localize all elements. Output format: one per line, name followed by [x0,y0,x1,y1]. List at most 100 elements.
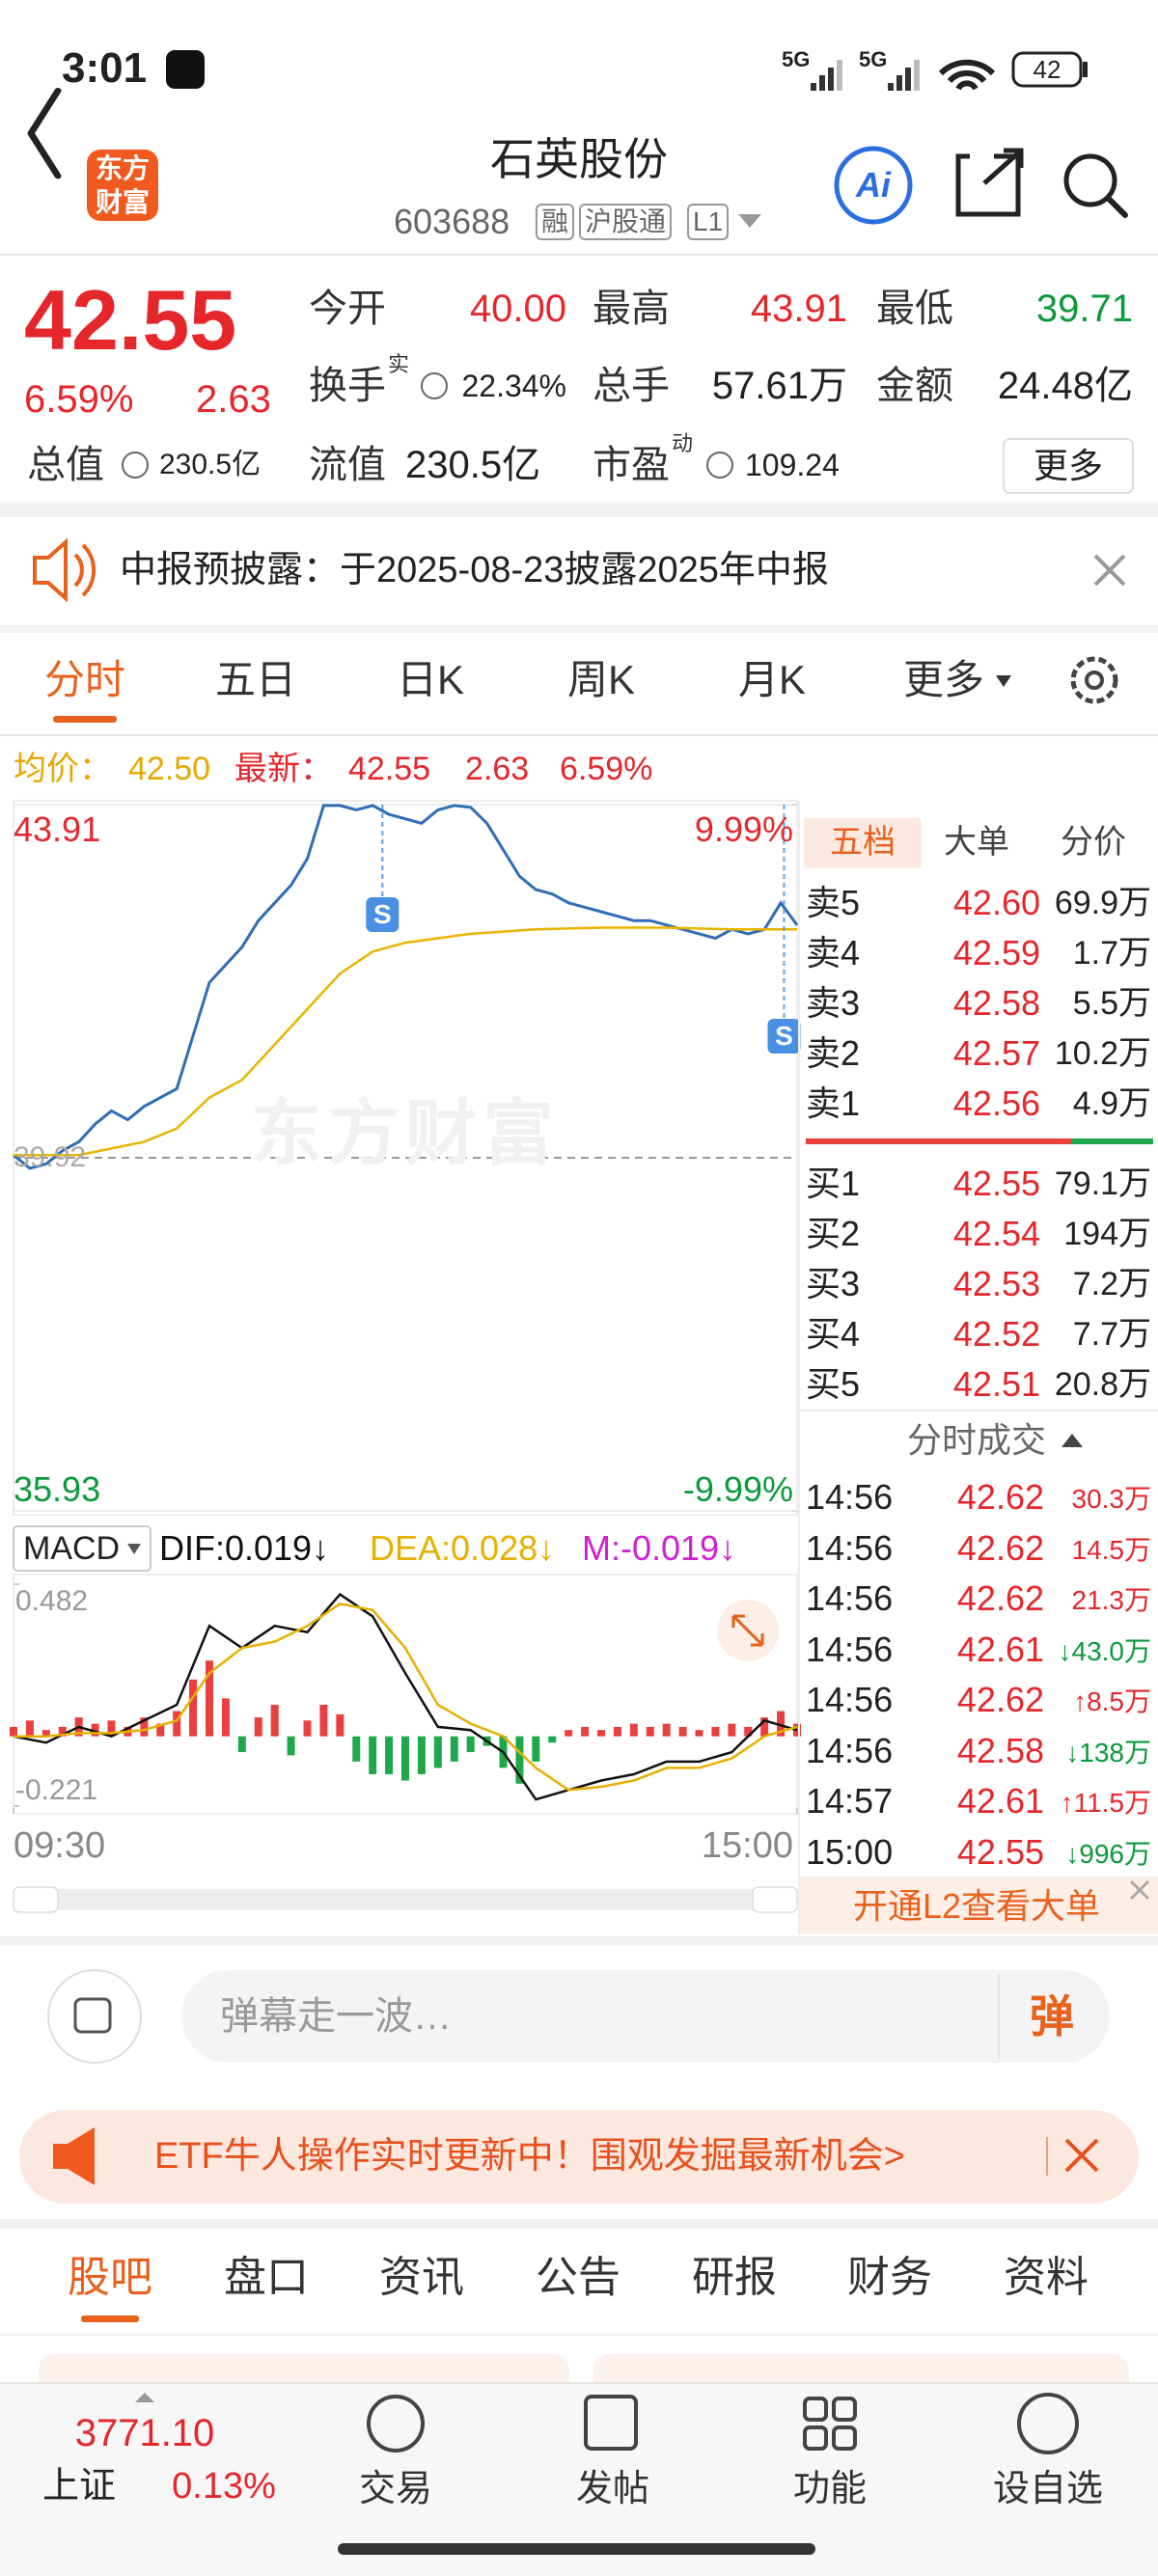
close-banner[interactable] [1129,1879,1150,1901]
macd-bar [760,1717,769,1737]
badge-dropdown[interactable] [738,214,761,228]
chart-info: 42.50 [128,751,211,787]
signal-bar [896,75,902,91]
content-tab[interactable]: 财务 [847,2254,932,2301]
field-sup: 动 [672,431,694,455]
chart-tab[interactable]: 更多 [902,657,985,702]
close-promo[interactable] [1064,2138,1099,2173]
content-tab[interactable]: 盘口 [224,2254,309,2301]
book-volume: 7.2万 [1072,1266,1151,1302]
macd-bar [25,1720,34,1737]
promo-banner[interactable] [19,2110,1139,2204]
macd-bar [728,1723,736,1737]
book-label: 卖4 [806,933,861,973]
macd-tick-label: 0.482 [15,1585,89,1617]
share-button[interactable] [955,148,1024,217]
book-tab[interactable]: 分价 [1061,824,1126,861]
index-name[interactable]: 上证 [41,2466,117,2507]
book-volume: 7.7万 [1072,1316,1151,1353]
macd-selector[interactable] [13,1525,152,1572]
chart-tab[interactable]: 分时 [43,657,126,702]
scrollbar[interactable] [14,1889,797,1910]
back-button[interactable] [27,88,62,179]
nav-label[interactable]: 功能 [792,2469,868,2509]
chart-info: 42.55 [348,751,431,787]
danmaku-button[interactable]: 弹 [1030,1991,1074,2042]
macd-bar [237,1736,246,1753]
l2-banner-text[interactable]: 开通L2查看大单 [852,1886,1101,1926]
book-price: 42.59 [952,933,1040,973]
book-label: 卖1 [806,1083,861,1123]
battery-tip [1083,62,1088,77]
macd-bar [189,1679,198,1737]
comment-glyph [73,1997,112,2034]
book-price: 42.52 [952,1314,1040,1354]
trade-marker [767,1019,801,1054]
chart-tab[interactable]: 日K [396,657,465,702]
content-tab[interactable]: 资讯 [379,2254,464,2301]
index-value[interactable]: 3771.10 [74,2412,215,2454]
field-label: 总手 [593,365,670,407]
comment-placeholder[interactable]: 弹幕走一波… [220,1995,452,2038]
y2-tick-label: -9.99% [682,1469,793,1509]
comment-icon[interactable] [47,1969,142,2064]
book-volume: 20.8万 [1054,1366,1151,1403]
nav-label[interactable]: 交易 [358,2469,433,2509]
signal-bar [811,83,816,91]
chart-tab[interactable]: 周K [566,657,636,702]
wifi-icon [938,59,996,91]
scroll-handle[interactable] [752,1886,798,1913]
tab-active-bg [804,818,922,868]
ai-button[interactable] [834,146,913,225]
trade-price: 42.62 [956,1527,1044,1568]
promo-text[interactable]: ETF牛人操作实时更新中！围观发掘最新机会> [154,2136,905,2177]
book-label: 卖2 [806,1033,861,1073]
trade-volume: ↓43.0万 [1058,1635,1152,1666]
separator [0,2219,1158,2229]
macd-indicator: DEA:0.028↓ [370,1528,556,1568]
trade-marker [366,897,400,932]
book-price: 42.56 [952,1083,1040,1123]
nav-label[interactable]: 设自选 [992,2469,1104,2509]
scroll-handle[interactable] [13,1886,59,1913]
settings-button[interactable] [1070,656,1118,704]
macd-title[interactable]: MACD [23,1530,121,1567]
index-change[interactable]: 0.13% [172,2466,276,2507]
marker-label: S [372,899,392,929]
field-label: 换手 [309,365,386,407]
content-tab[interactable]: 资料 [1004,2254,1089,2301]
dea-line [14,1602,798,1792]
book-tab[interactable]: 五档 [830,824,896,861]
macd-bar [515,1736,524,1784]
stock-name: 石英股份 [490,134,668,184]
close-notice[interactable] [1093,554,1126,587]
search-handle [1106,196,1128,218]
chart-tab[interactable]: 月K [737,657,807,702]
search-button[interactable] [1063,153,1117,207]
l2-banner[interactable] [800,1877,1158,1934]
macd-bar [433,1736,442,1768]
macd-indicator: M:-0.019↓ [582,1528,737,1568]
chart-info: 6.59% [560,751,653,787]
x-tick-label: 09:30 [14,1825,106,1866]
trade-time: 14:56 [806,1730,894,1770]
nav-label[interactable]: 发帖 [575,2469,650,2509]
megaphone-icon [53,2127,95,2185]
more-label[interactable]: 更多 [1033,446,1104,485]
macd-indicator: DIF:0.019↓ [159,1528,330,1568]
more-button[interactable] [1003,438,1134,494]
app-icon [166,50,205,89]
chart-tab[interactable]: 五日 [214,657,297,702]
content-tab[interactable]: 公告 [536,2254,620,2301]
comment-input[interactable] [181,1970,1110,2063]
info-icon [122,452,149,479]
book-tab[interactable]: 大单 [944,824,1009,861]
field-label: 今开 [309,288,386,330]
collapse-icon [1062,1434,1083,1447]
content-tab[interactable]: 研报 [692,2254,777,2301]
macd-bar [613,1726,621,1737]
field-sup: 实 [388,352,410,376]
content-tab[interactable]: 股吧 [68,2254,152,2301]
book-price: 42.51 [952,1364,1040,1404]
dropdown-icon [996,675,1011,687]
